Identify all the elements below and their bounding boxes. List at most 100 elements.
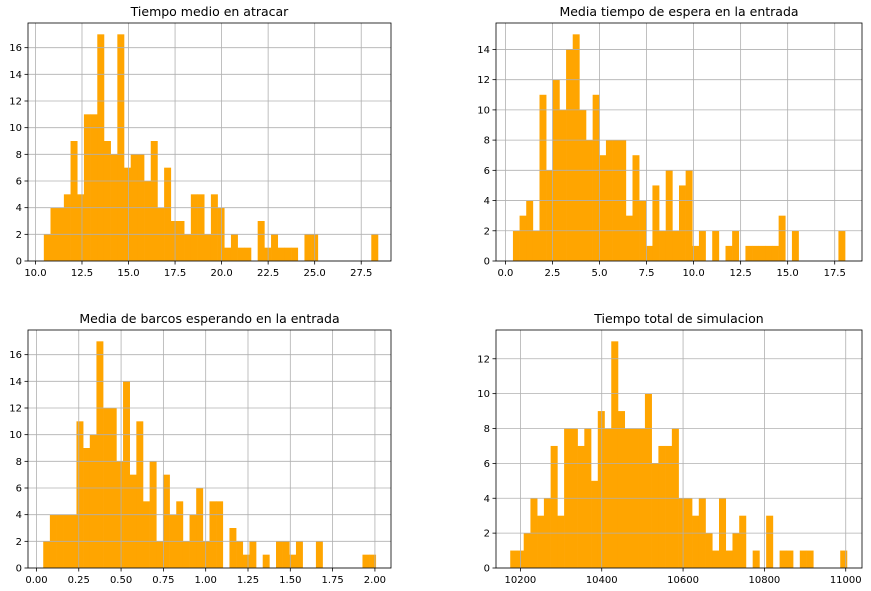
histogram-bar (90, 114, 98, 261)
y-tick-label: 6 (16, 177, 22, 188)
histogram-bar (806, 550, 814, 568)
histogram-bar (209, 501, 217, 568)
y-tick-label: 6 (484, 166, 490, 177)
y-tick-label: 2 (484, 529, 490, 540)
histogram-bar (89, 434, 97, 568)
histogram-bar (216, 501, 224, 568)
histogram-bar (632, 155, 640, 261)
x-tick-label: 27.5 (350, 268, 372, 279)
histogram-bar (625, 215, 633, 261)
histogram-bar (83, 448, 91, 568)
x-tick-label: 2.00 (364, 575, 386, 586)
histogram-bar (512, 230, 520, 261)
histogram-bar (276, 541, 283, 568)
histogram-bar (70, 141, 78, 261)
x-tick-label: 10.0 (24, 268, 46, 279)
axes-frame (27, 329, 392, 569)
histogram-bar (752, 245, 760, 261)
y-tick-label: 4 (484, 196, 490, 207)
x-tick-label: 0.25 (68, 575, 90, 586)
y-tick-label: 8 (16, 457, 22, 468)
histogram-bar (519, 215, 527, 261)
histogram-bar (712, 550, 720, 568)
bars (510, 341, 848, 568)
histogram-bar (182, 541, 190, 568)
histogram-bar (197, 194, 205, 261)
histogram-bar (103, 141, 111, 261)
histogram-bar (532, 230, 540, 261)
histogram-bar (611, 341, 619, 568)
histogram-bar (692, 515, 700, 568)
histogram-bar (291, 247, 299, 261)
histogram-bar (644, 393, 652, 568)
histogram-bar (124, 167, 132, 261)
x-tick-label: 11000 (830, 575, 862, 586)
x-tick-label: 10200 (504, 575, 536, 586)
chart-title: Media tiempo de espera en la entrada (559, 4, 798, 19)
histogram-bar (557, 515, 565, 568)
histogram-bar (537, 515, 545, 568)
x-tick-label: 0.00 (25, 575, 47, 586)
histogram-bar (262, 554, 270, 568)
histogram-bar (539, 94, 547, 262)
histogram-bar (170, 221, 178, 261)
x-tick-label: 1.75 (321, 575, 343, 586)
y-tick-label: 8 (484, 136, 490, 147)
histogram-bar (284, 247, 292, 261)
y-tick-label: 10 (477, 389, 490, 400)
y-tick-label: 2 (16, 230, 22, 241)
y-tick-label: 6 (16, 484, 22, 495)
histogram-bar (679, 185, 686, 261)
histogram-bar (725, 245, 733, 261)
y-tick-label: 0 (484, 257, 490, 268)
x-tick-label: 10400 (586, 575, 618, 586)
bars (43, 34, 379, 262)
histogram-bar (123, 381, 130, 568)
x-tick-label: 12.5 (71, 268, 93, 279)
x-tick-label: 12.5 (729, 268, 751, 279)
histogram-bar (63, 194, 71, 261)
histogram-bar (371, 234, 379, 261)
histogram-tiempo-medio-en-atracar: 10.0 12.5 15.0 17.5 20.0 22.5 25.0 27.5 0 2 4 6 8 10 1… (9, 4, 392, 279)
histogram-bar (799, 550, 807, 568)
histogram-bar (144, 181, 152, 261)
histogram-bar (304, 234, 312, 261)
histogram-bar (230, 234, 238, 261)
histogram-bar (665, 445, 673, 568)
histogram-bar (523, 533, 531, 568)
histogram-media-tiempo-espera-entrada: 0.0 2.5 5.0 7.5 10.0 12.5 15.0 17.5 0 2 4 6 8 10 12 14 M… (477, 4, 863, 279)
histogram-bar (150, 141, 158, 261)
chart-title: Tiempo total de simulacion (593, 311, 763, 326)
histogram-bar (295, 541, 303, 568)
x-tick-label: 0.75 (152, 575, 174, 586)
histogram-bar (162, 474, 170, 568)
y-tick-label: 14 (9, 377, 22, 388)
histogram-bar (117, 34, 125, 262)
y-tick-label: 0 (16, 564, 22, 575)
histogram-bar (510, 550, 518, 568)
histogram-bar (136, 421, 144, 568)
histogram-bar (766, 515, 774, 568)
bars (512, 34, 846, 262)
histogram-bar (271, 234, 279, 261)
histogram-bar (204, 234, 212, 261)
x-tick-label: 0.0 (497, 268, 513, 279)
histogram-bar (546, 170, 554, 261)
histogram-bar (257, 221, 265, 261)
histogram-bar (43, 541, 51, 568)
y-tick-label: 0 (484, 564, 490, 575)
histogram-bar (164, 167, 172, 261)
histogram-bar (579, 109, 587, 261)
histogram-bar (572, 34, 580, 262)
histogram-bar (156, 541, 164, 568)
y-tick-label: 10 (9, 123, 22, 134)
histogram-bar (758, 245, 766, 261)
histogram-bar (210, 194, 218, 261)
histogram-bar (76, 421, 84, 568)
histogram-bar (237, 247, 245, 261)
y-tick-label: 4 (16, 203, 22, 214)
histogram-bar (597, 411, 605, 568)
y-tick-label: 14 (477, 45, 490, 56)
histogram-bar (83, 114, 91, 261)
